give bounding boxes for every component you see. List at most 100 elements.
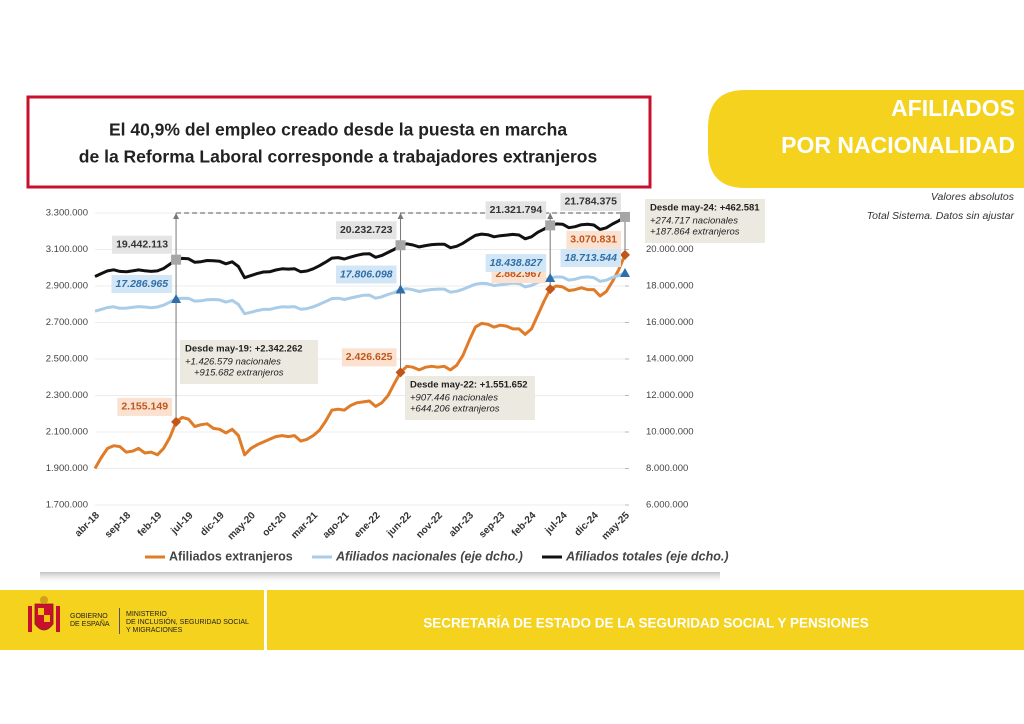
value-label-box [560, 192, 621, 211]
x-tick-label: jun-22 [384, 510, 414, 540]
value-label-text: 18.438.827 [490, 257, 544, 269]
y2-tick-label: 10.000.000 [646, 427, 694, 438]
value-label: 20.232.723 [335, 221, 397, 240]
x-tick-label: oct-20 [260, 510, 289, 539]
x-tick-label: sep-18 [103, 510, 133, 540]
headline-box [26, 95, 652, 189]
value-label-text: 19.442.113 [116, 238, 168, 250]
section-title: POR NACIONALIDAD [781, 132, 1015, 158]
point-marker [171, 254, 182, 265]
value-label-text: 17.286.965 [115, 278, 168, 290]
x-tick-label: abr-18 [73, 510, 102, 539]
value-label: 18.438.827 [485, 253, 547, 272]
y2-tick-label: 14.000.000 [646, 354, 694, 365]
note: Valores absolutos [931, 191, 1015, 203]
x-tick-label: jul-24 [543, 510, 570, 537]
x-tick-label: abr-23 [447, 510, 476, 539]
annotation-box [180, 340, 318, 384]
x-tick-label: feb-19 [136, 510, 165, 539]
footer-divider [119, 608, 120, 634]
legend-label: Afiliados nacionales (eje dcho.) [335, 549, 523, 563]
value-label: 21.321.794 [485, 201, 547, 220]
y-tick-label: 3.300.000 [46, 208, 88, 219]
footer-ministry: Y MIGRACIONES [126, 627, 183, 634]
y-tick-label: 2.100.000 [46, 427, 88, 438]
x-tick-label: jul-19 [169, 510, 196, 537]
point-marker [395, 367, 406, 378]
value-label-text: 2.155.149 [121, 401, 168, 413]
point-marker [545, 272, 556, 282]
x-tick-label: may-25 [600, 510, 632, 542]
x-tick-label: mar-21 [289, 510, 320, 541]
point-marker [171, 416, 182, 427]
headline: de la Reforma Laboral corresponde a trab… [79, 147, 598, 167]
annotation-line: +187.864 extranjeros [650, 227, 740, 238]
series-line [94, 215, 626, 280]
legend-label: Afiliados extranjeros [169, 549, 293, 563]
value-label-box [485, 253, 547, 272]
y2-tick-label: 12.000.000 [646, 390, 694, 401]
value-label-text: 21.321.794 [490, 204, 543, 216]
value-label-text: 18.713.544 [564, 252, 617, 264]
footer-separator [264, 590, 267, 650]
x-tick-label: dic-19 [198, 510, 227, 539]
coat-of-arms [28, 596, 60, 632]
headline: El 40,9% del empleo creado desde la pues… [109, 120, 567, 140]
value-label-box [566, 230, 621, 249]
value-label-box [560, 248, 621, 267]
point-marker [620, 211, 630, 222]
annotation-box [405, 376, 535, 420]
value-label-box [111, 275, 173, 294]
legend-label: Afiliados totales (eje dcho.) [565, 549, 729, 563]
value-label: 17.286.965 [111, 275, 173, 294]
value-label-box [335, 221, 397, 240]
x-tick-label: nov-22 [414, 510, 445, 541]
value-label: 19.442.113 [112, 235, 173, 254]
annotation-line: +644.206 extranjeros [410, 404, 500, 415]
point-marker [620, 249, 630, 260]
footer-band [0, 590, 1024, 650]
value-label-box [112, 235, 173, 254]
point-marker [620, 267, 630, 277]
note: Total Sistema. Datos sin ajustar [867, 210, 1015, 222]
y-tick-label: 1.700.000 [46, 500, 88, 511]
value-label-text: 17.806.098 [340, 268, 393, 280]
footer-government: GOBIERNO [70, 613, 108, 620]
chart-shadow [40, 572, 720, 584]
value-label: 17.806.098 [335, 265, 397, 284]
x-tick-label: may-20 [226, 510, 258, 542]
value-label-box [335, 265, 397, 284]
annotation-line: +907.446 nacionales [410, 393, 498, 404]
x-tick-label: ago-21 [321, 510, 352, 541]
point-marker [545, 284, 556, 295]
arrow-head [173, 213, 180, 219]
point-marker [545, 220, 556, 231]
value-label-box [485, 201, 547, 220]
section-title: AFILIADOS [891, 95, 1015, 121]
footer-government: DE ESPAÑA [70, 619, 110, 628]
value-label: 18.713.544 [560, 248, 621, 267]
value-label-text: 20.232.723 [340, 224, 393, 236]
y-tick-label: 2.500.000 [46, 354, 88, 365]
x-tick-label: dic-24 [573, 510, 602, 539]
y2-tick-label: 16.000.000 [646, 317, 694, 328]
annotation-line: +274.717 nacionales [650, 216, 738, 227]
annotation-title: Desde may-24: +462.581 [650, 203, 760, 214]
value-label: 21.784.375 [560, 192, 621, 211]
footer-ministry: MINISTERIO [126, 611, 167, 618]
annotation-line: +1.426.579 nacionales [185, 357, 281, 368]
arrow-head [547, 213, 554, 219]
y2-tick-label: 18.000.000 [646, 281, 694, 292]
y2-tick-label: 20.000.000 [646, 244, 694, 255]
footer-ministry: DE INCLUSIÓN, SEGURIDAD SOCIAL [126, 617, 249, 626]
point-marker [395, 284, 406, 294]
footer-secretariat: SECRETARÍA DE ESTADO DE LA SEGURIDAD SOC… [423, 616, 869, 631]
value-label-text: 3.070.831 [570, 234, 617, 246]
series-line [93, 254, 627, 470]
y-tick-label: 2.700.000 [46, 317, 88, 328]
point-marker [171, 294, 182, 304]
y2-tick-label: 6.000.000 [646, 500, 688, 511]
y-tick-label: 2.900.000 [46, 281, 88, 292]
annotation-box [645, 199, 765, 243]
